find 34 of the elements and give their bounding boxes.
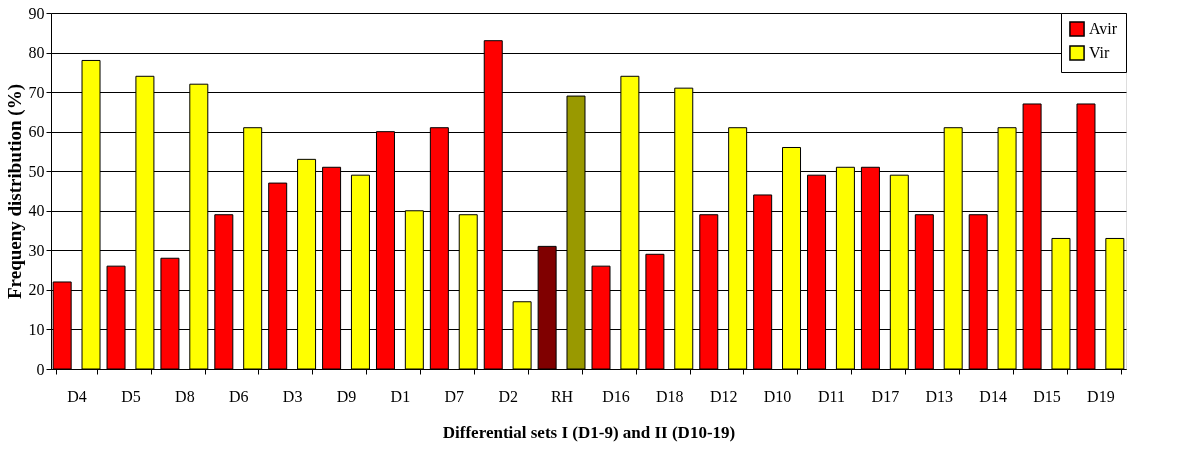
x-tick-label: D6 [228,387,249,405]
x-tick-label: D10 [763,387,792,405]
x-tick-label: D3 [282,387,303,405]
x-tick-label: D16 [602,387,630,405]
x-tick-label: D12 [709,387,738,405]
x-tick-label: D15 [1033,387,1061,405]
y-tick-label: 30 [28,241,45,259]
y-tick-label: 90 [28,4,45,22]
y-tick-label: 70 [28,83,45,101]
x-tick-label: D19 [1087,387,1115,405]
x-axis-title: Differential sets I (D1-9) and II (D10-19) [442,422,736,442]
y-tick-label: 10 [28,320,45,338]
x-tick-label: D14 [979,387,1007,405]
x-tick-label: D1 [390,387,411,405]
y-tick-label: 60 [28,123,45,141]
x-tick-label: D9 [336,387,357,405]
x-tick-label: D8 [175,387,195,405]
x-tick-label: D13 [925,387,954,405]
y-tick-label: 40 [28,202,45,220]
x-tick-label: D2 [498,387,518,405]
x-tick-label: RH [550,387,574,405]
x-tick-label: D17 [871,387,900,405]
x-tick-label: D4 [67,387,87,405]
x-tick-label: D11 [818,387,845,405]
legend-label: Vir [1089,44,1111,61]
y-tick-label: 20 [28,281,45,299]
y-tick-label: 80 [28,44,45,62]
y-tick-label: 50 [28,162,45,180]
y-axis-title: Frequeny distribution (%) [3,83,26,300]
legend-label: Avir [1089,20,1118,37]
x-tick-label: D18 [656,387,684,405]
x-tick-label: D7 [444,387,465,405]
y-tick-label: 0 [36,360,45,378]
x-tick-label: D5 [121,387,141,405]
